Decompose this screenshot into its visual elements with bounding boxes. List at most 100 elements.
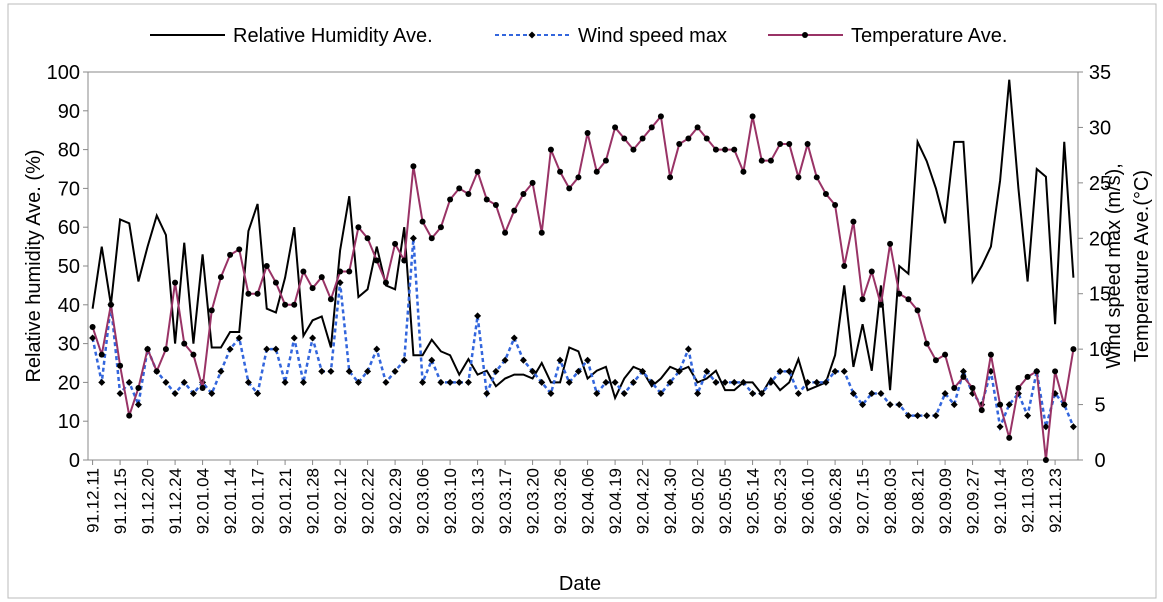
marker xyxy=(428,235,435,242)
marker xyxy=(776,367,784,375)
x-tick-label: 92.02.22 xyxy=(359,468,378,534)
marker xyxy=(98,378,106,386)
marker xyxy=(620,389,628,397)
marker xyxy=(584,356,592,364)
y2-tick-label: 0 xyxy=(1094,450,1105,472)
marker xyxy=(621,135,628,142)
marker xyxy=(409,234,417,242)
x-tick-label: 92.11.23 xyxy=(1046,468,1065,533)
marker xyxy=(685,135,692,142)
marker xyxy=(547,146,554,153)
marker xyxy=(309,334,317,342)
marker xyxy=(703,367,711,375)
y2-tick-label: 15 xyxy=(1089,284,1111,306)
marker xyxy=(89,334,97,342)
marker xyxy=(859,296,866,303)
marker xyxy=(730,378,738,386)
marker xyxy=(327,367,335,375)
marker xyxy=(795,174,802,181)
y2-tick-label: 5 xyxy=(1094,395,1105,417)
y-axis-title: Relative humidity Ave. (%) xyxy=(23,149,45,382)
marker xyxy=(181,340,188,347)
marker xyxy=(180,378,188,386)
marker xyxy=(153,368,160,375)
x-tick-label: 92.03.10 xyxy=(441,468,460,534)
marker xyxy=(840,367,848,375)
y-tick-label: 50 xyxy=(58,256,80,278)
marker xyxy=(520,190,527,197)
x-tick-label: 91.12.11 xyxy=(84,468,103,533)
marker xyxy=(189,389,197,397)
x-tick-label: 91.12.15 xyxy=(111,468,130,534)
marker xyxy=(905,296,912,303)
marker xyxy=(978,407,985,414)
marker xyxy=(217,274,224,281)
marker xyxy=(272,345,280,353)
marker xyxy=(997,401,1004,408)
marker xyxy=(648,124,655,131)
marker xyxy=(208,307,215,314)
marker xyxy=(373,257,380,264)
x-tick-label: 92.10.14 xyxy=(991,468,1010,534)
marker xyxy=(162,378,170,386)
legend-marker xyxy=(528,31,536,39)
x-tick-label: 92.01.28 xyxy=(304,468,323,534)
marker xyxy=(877,389,885,397)
marker xyxy=(657,113,664,120)
x-tick-label: 92.01.14 xyxy=(221,468,240,534)
marker xyxy=(749,113,756,120)
x-tick-label: 92.08.03 xyxy=(881,468,900,534)
marker xyxy=(447,196,454,203)
marker xyxy=(547,389,555,397)
marker xyxy=(666,378,674,386)
marker xyxy=(456,185,463,192)
marker xyxy=(401,257,408,264)
marker xyxy=(813,378,821,386)
marker xyxy=(263,263,270,269)
x-tick-label: 92.05.02 xyxy=(689,468,708,534)
marker xyxy=(483,196,490,203)
marker xyxy=(419,378,427,386)
x-tick-label: 92.03.13 xyxy=(469,468,488,534)
marker xyxy=(144,346,151,353)
marker xyxy=(107,301,114,308)
marker xyxy=(208,389,216,397)
marker xyxy=(98,351,105,358)
marker xyxy=(987,351,994,358)
marker xyxy=(455,378,463,386)
x-tick-label: 92.02.12 xyxy=(331,468,350,534)
marker xyxy=(464,378,472,386)
marker xyxy=(135,384,142,391)
marker xyxy=(291,301,298,308)
y-tick-label: 0 xyxy=(69,450,80,472)
marker xyxy=(859,401,867,409)
marker xyxy=(318,274,325,281)
marker xyxy=(318,367,326,375)
x-tick-label: 92.09.27 xyxy=(964,468,983,534)
marker xyxy=(125,378,133,386)
x-tick-label: 92.03.06 xyxy=(414,468,433,534)
marker xyxy=(392,240,399,247)
marker xyxy=(1069,423,1077,431)
y2-tick-label: 20 xyxy=(1089,228,1111,250)
marker xyxy=(474,312,482,320)
marker xyxy=(354,378,362,386)
y-tick-label: 40 xyxy=(58,295,80,317)
marker xyxy=(162,346,169,353)
y2-tick-label: 10 xyxy=(1089,339,1111,361)
marker xyxy=(932,357,939,364)
marker xyxy=(355,224,362,231)
y-tick-label: 90 xyxy=(58,101,80,123)
marker xyxy=(492,367,500,375)
marker xyxy=(960,373,967,380)
x-tick-label: 92.01.21 xyxy=(276,468,295,534)
marker xyxy=(639,367,647,375)
marker xyxy=(346,268,353,275)
marker xyxy=(1033,368,1040,375)
x-tick-label: 92.02.29 xyxy=(386,468,405,534)
marker xyxy=(822,378,830,386)
marker xyxy=(602,378,610,386)
marker xyxy=(309,285,316,292)
marker xyxy=(895,401,903,409)
